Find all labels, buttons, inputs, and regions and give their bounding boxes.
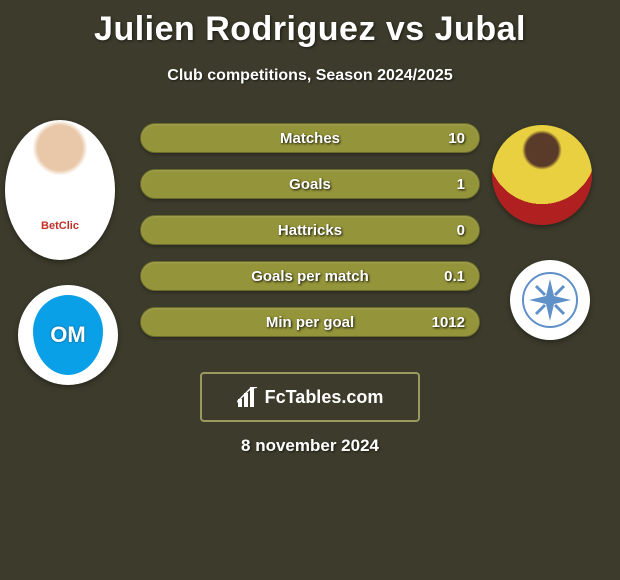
stat-row: Min per goal 1012 — [140, 307, 480, 337]
player-left-avatar — [5, 120, 115, 260]
page-title: Julien Rodriguez vs Jubal — [0, 0, 620, 49]
stats-bars: Matches 10 Goals 1 Hattricks 0 Goals per… — [140, 123, 480, 353]
stat-row: Goals per match 0.1 — [140, 261, 480, 291]
comparison-panel: OM Matches 10 Goals 1 Hattricks 0 — [0, 115, 620, 375]
stat-row: Matches 10 — [140, 123, 480, 153]
stat-label: Goals per match — [251, 268, 369, 285]
stat-row: Goals 1 — [140, 169, 480, 199]
club-left-logo: OM — [18, 285, 118, 385]
stat-label: Min per goal — [266, 314, 354, 331]
date-label: 8 november 2024 — [0, 436, 620, 456]
stat-row: Hattricks 0 — [140, 215, 480, 245]
subtitle: Club competitions, Season 2024/2025 — [0, 67, 620, 85]
stat-label: Matches — [280, 130, 340, 147]
branding-label: FcTables.com — [265, 387, 384, 408]
stat-right-value: 0 — [457, 222, 465, 239]
stat-label: Hattricks — [278, 222, 342, 239]
stat-label: Goals — [289, 176, 331, 193]
club-right-logo — [510, 260, 590, 340]
stat-right-value: 1 — [457, 176, 465, 193]
om-logo-icon: OM — [33, 295, 103, 375]
stat-right-value: 1012 — [432, 314, 465, 331]
aja-logo-icon — [520, 270, 580, 330]
stat-right-value: 10 — [448, 130, 465, 147]
club-left-abbrev: OM — [50, 322, 85, 348]
stat-right-value: 0.1 — [444, 268, 465, 285]
branding-badge[interactable]: FcTables.com — [200, 372, 420, 422]
player-right-avatar — [492, 125, 592, 225]
bar-chart-icon — [237, 387, 259, 407]
